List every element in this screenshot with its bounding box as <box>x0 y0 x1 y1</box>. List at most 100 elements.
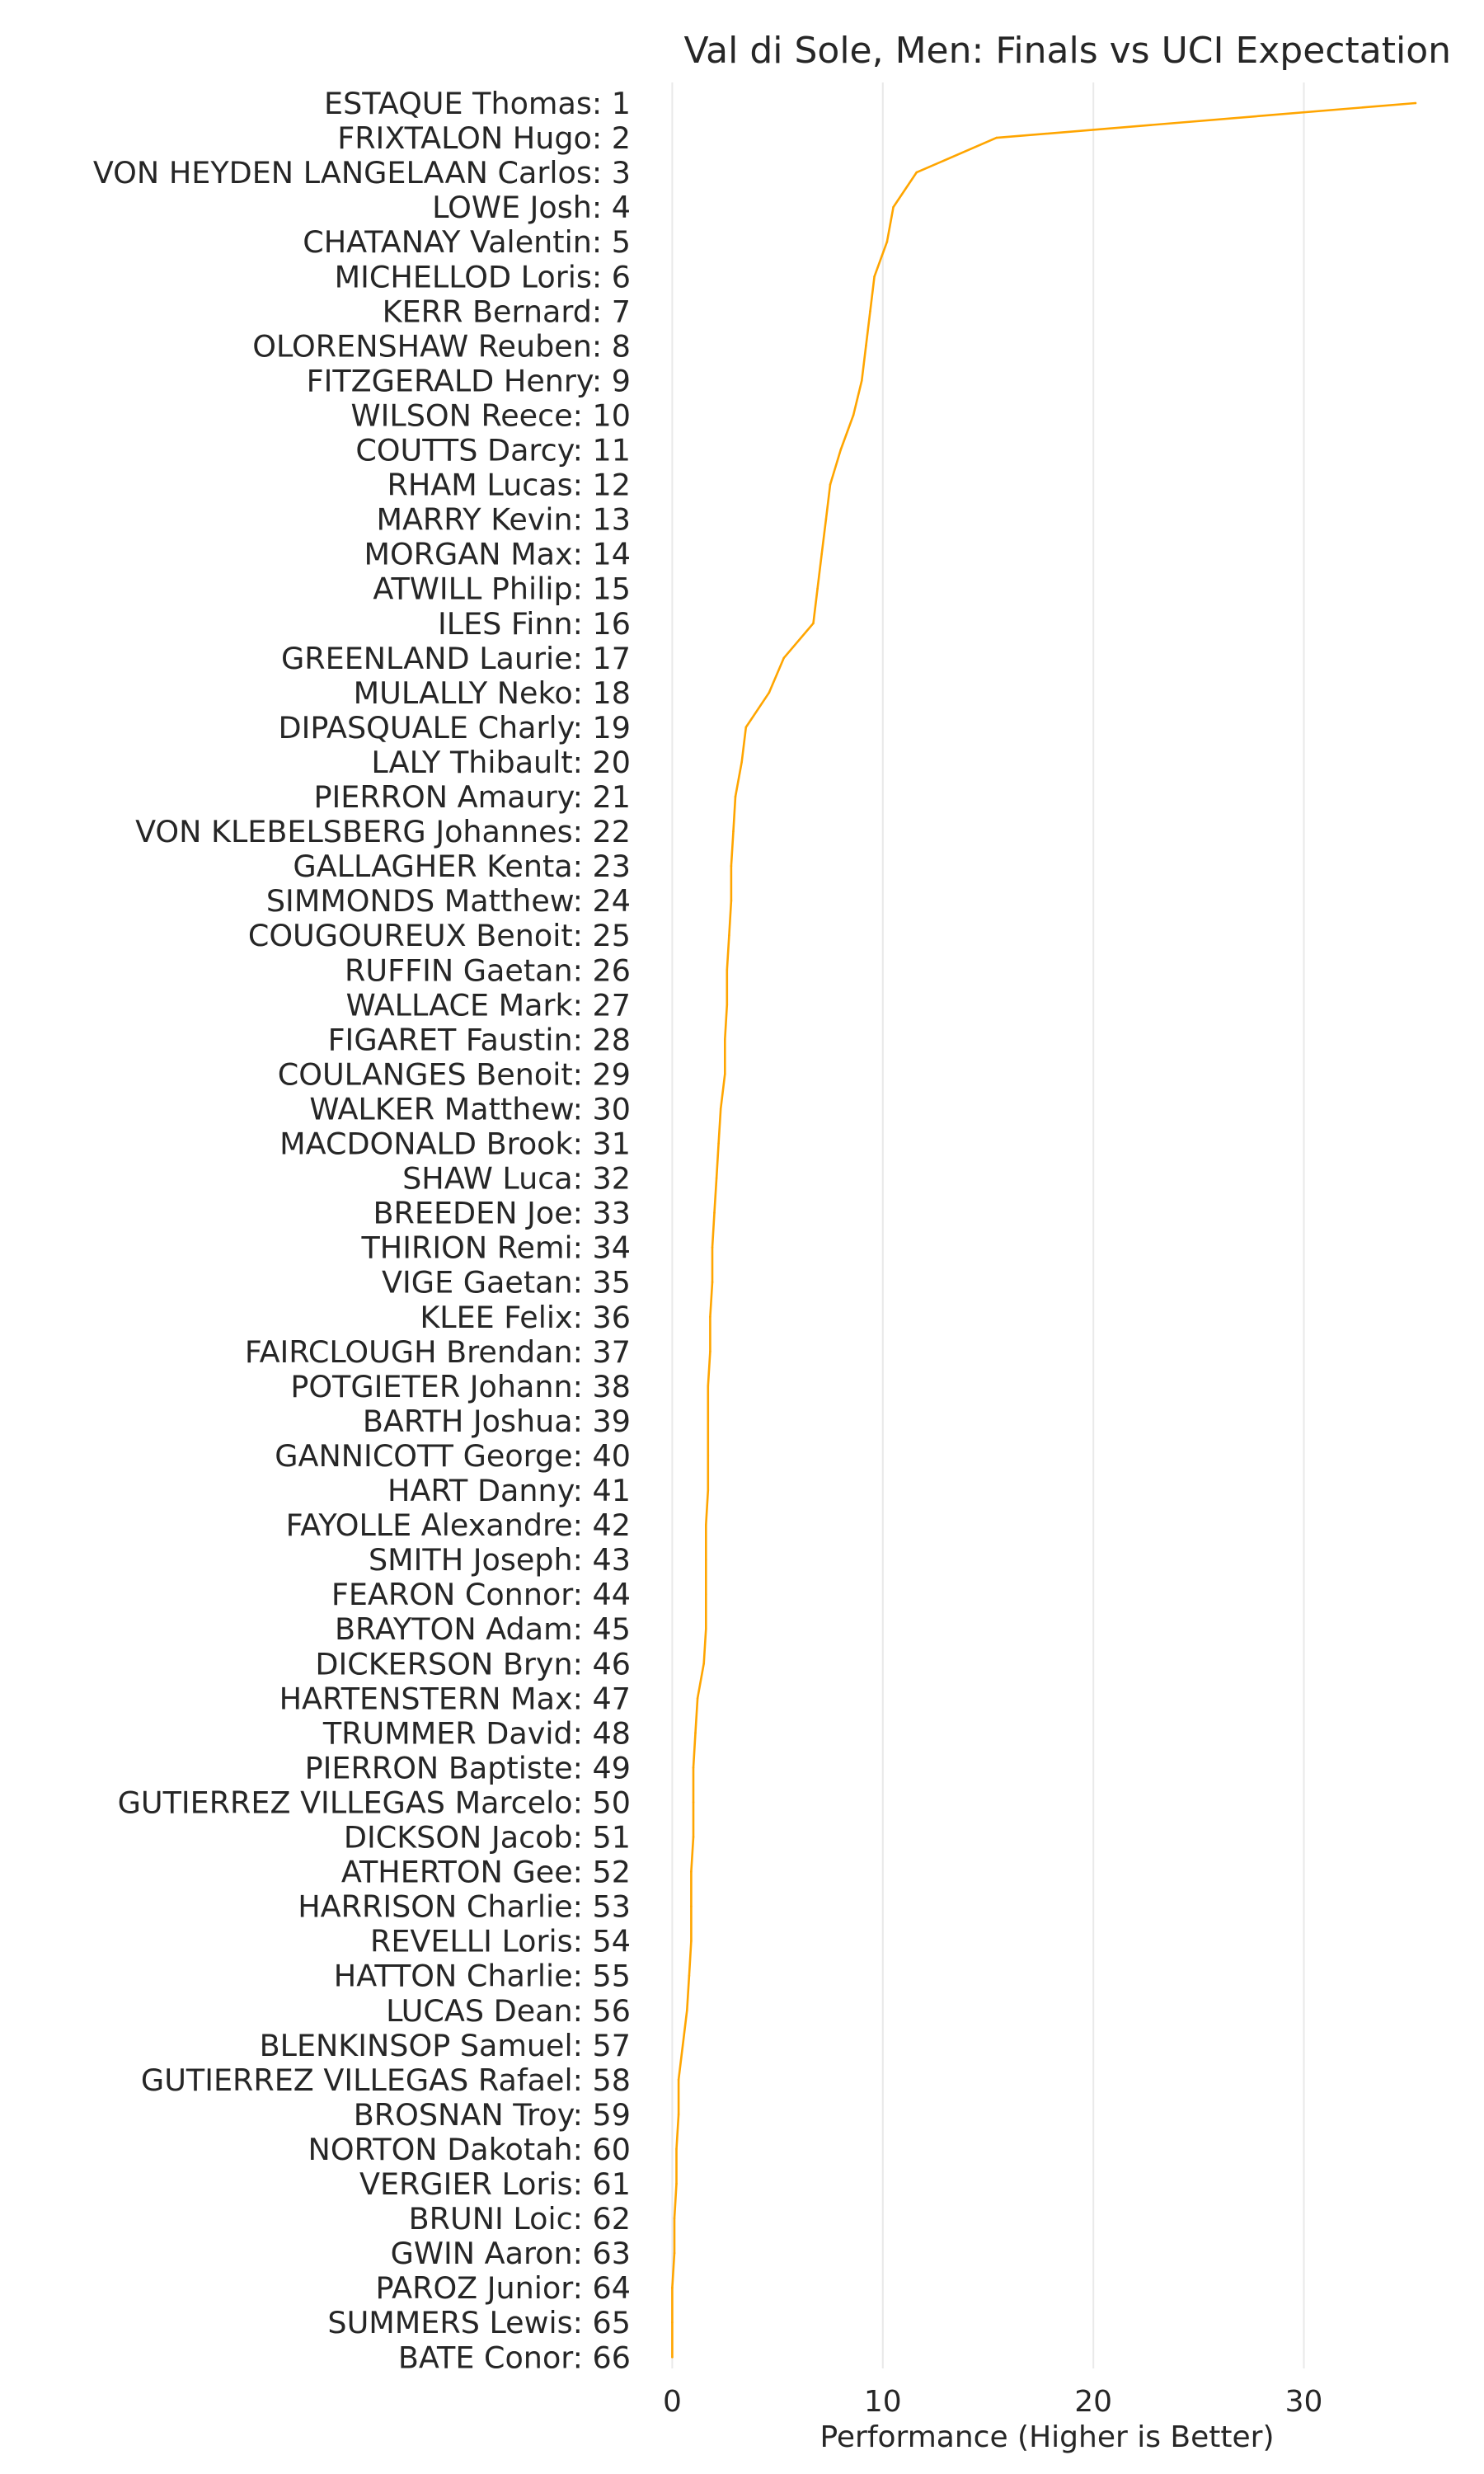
category-label: MARRY Kevin: 13 <box>376 502 631 538</box>
category-label: RUFFIN Gaetan: 26 <box>345 952 631 988</box>
category-label: BLENKINSOP Samuel: 57 <box>260 2028 631 2063</box>
data-point <box>690 1940 693 1942</box>
category-label: WILSON Reece: 10 <box>351 397 632 433</box>
data-point <box>713 1211 716 1214</box>
data-point <box>694 1732 697 1734</box>
data-point <box>728 934 730 937</box>
category-label: FITZGERALD Henry: 9 <box>307 363 631 398</box>
data-point <box>995 136 998 139</box>
category-label: WALKER Matthew: 30 <box>309 1091 631 1126</box>
data-point <box>696 1697 699 1700</box>
category-label: HART Danny: 41 <box>387 1473 631 1508</box>
data-point <box>675 2182 678 2185</box>
category-label: FEARON Connor: 44 <box>331 1577 631 1612</box>
category-label: GREENLAND Laurie: 17 <box>281 641 631 676</box>
performance-series-line <box>671 101 1417 2359</box>
data-point <box>782 656 786 660</box>
data-point <box>677 2078 680 2081</box>
data-point <box>873 275 876 278</box>
data-point <box>671 2356 674 2359</box>
category-label: FAIRCLOUGH Brendan: 37 <box>245 1334 631 1370</box>
category-label: SHAW Luca: 32 <box>402 1161 631 1197</box>
category-label: PAROZ Junior: 64 <box>375 2270 631 2306</box>
data-point <box>724 1073 726 1075</box>
series-layer <box>671 101 1417 2359</box>
data-point <box>869 310 871 313</box>
category-label: SUMMERS Lewis: 65 <box>327 2305 631 2340</box>
data-point <box>829 483 832 486</box>
data-point <box>820 553 823 555</box>
data-point <box>673 2217 676 2220</box>
category-label: HARTENSTERN Max: 47 <box>279 1681 631 1716</box>
category-label: PIERRON Baptiste: 49 <box>305 1750 631 1785</box>
category-label: GUTIERREZ VILLEGAS Marcelo: 50 <box>118 1785 631 1820</box>
category-label: THIRION Remi: 34 <box>361 1230 632 1266</box>
data-point <box>724 1038 726 1041</box>
data-point <box>707 1419 710 1423</box>
data-point <box>1414 101 1417 105</box>
data-point <box>734 795 737 798</box>
data-point <box>702 1662 705 1665</box>
category-label: DIPASQUALE Charly: 19 <box>278 710 631 745</box>
category-label: FAYOLLE Alexandre: 42 <box>286 1507 631 1543</box>
data-point <box>707 1454 710 1457</box>
data-point <box>688 1974 691 1977</box>
category-label: ATWILL Philip: 15 <box>373 571 631 607</box>
category-label: PIERRON Amaury: 21 <box>313 779 631 815</box>
category-label: MACDONALD Brook: 31 <box>279 1126 631 1162</box>
x-tick-label: 30 <box>1285 2385 1323 2419</box>
data-point <box>707 1385 710 1388</box>
x-tick-layer: 0 10 20 30 <box>663 2385 1322 2419</box>
data-point <box>686 2009 688 2012</box>
category-label: COULANGES Benoit: 29 <box>278 1056 631 1092</box>
data-point <box>677 2113 680 2116</box>
x-axis-label: Performance (Higher is Better) <box>819 2420 1274 2454</box>
data-point <box>692 1766 695 1769</box>
data-point <box>690 1870 693 1873</box>
data-point <box>861 379 863 382</box>
category-label: BARTH Joshua: 39 <box>363 1404 631 1439</box>
data-point <box>705 1627 707 1630</box>
data-point <box>675 2147 678 2151</box>
category-label: WALLACE Mark: 27 <box>346 987 631 1023</box>
data-point <box>816 587 819 590</box>
data-point <box>705 1592 707 1596</box>
grid-layer <box>671 82 1305 2368</box>
data-point <box>726 1004 729 1006</box>
category-label: VIGE Gaetan: 35 <box>382 1265 631 1300</box>
data-point <box>915 171 918 174</box>
category-label: GWIN Aaron: 63 <box>391 2236 631 2271</box>
category-label: CHATANAY Valentin: 5 <box>303 224 631 260</box>
category-label: ILES Finn: 16 <box>438 606 631 642</box>
x-tick-label: 0 <box>663 2385 682 2419</box>
data-point <box>865 345 867 347</box>
category-label: DICKSON Jacob: 51 <box>344 1820 631 1856</box>
data-point <box>709 1315 711 1319</box>
category-label: BRAYTON Adam: 45 <box>335 1611 631 1647</box>
data-point <box>715 1177 718 1179</box>
category-label: TRUMMER David: 48 <box>322 1715 631 1751</box>
data-point <box>824 518 828 520</box>
category-label: LALY Thibault: 20 <box>371 745 631 780</box>
category-label: HARRISON Charlie: 53 <box>298 1889 631 1925</box>
data-point <box>705 1558 707 1561</box>
data-point <box>705 1523 707 1526</box>
category-label: VON HEYDEN LANGELAAN Carlos: 3 <box>93 155 631 190</box>
data-point <box>671 2321 674 2324</box>
data-point <box>681 2044 684 2047</box>
category-label: MORGAN Max: 14 <box>364 537 631 572</box>
chart-title: Val di Sole, Men: Finals vs UCI Expectat… <box>683 30 1451 72</box>
category-label: BATE Conor: 66 <box>398 2340 631 2375</box>
category-label: REVELLI Loris: 54 <box>370 1924 631 1959</box>
category-label: BREEDEN Joe: 33 <box>373 1196 632 1231</box>
data-point <box>726 969 729 971</box>
category-label: VON KLEBELSBERG Johannes: 22 <box>135 814 631 849</box>
data-point <box>744 726 748 729</box>
data-point <box>852 414 855 416</box>
data-point <box>717 1142 720 1145</box>
x-tick-label: 20 <box>1074 2385 1112 2419</box>
category-label: NORTON Dakotah: 60 <box>308 2132 631 2167</box>
category-label: ATHERTON Gee: 52 <box>341 1855 631 1890</box>
data-point <box>707 1489 710 1492</box>
